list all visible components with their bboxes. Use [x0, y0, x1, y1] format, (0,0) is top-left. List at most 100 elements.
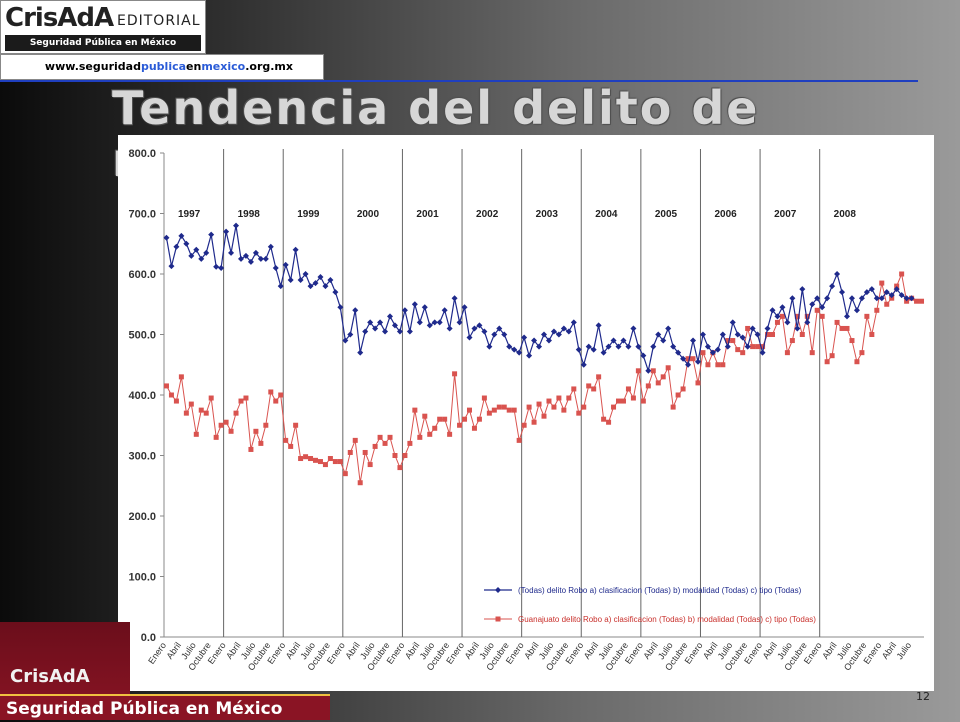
data-point: [908, 295, 915, 302]
data-point: [466, 334, 473, 341]
data-point: [789, 295, 796, 302]
data-point: [590, 346, 597, 353]
data-point: [327, 456, 333, 462]
data-point: [292, 246, 299, 253]
data-point: [481, 328, 488, 335]
data-point: [302, 271, 309, 277]
data-point: [357, 349, 364, 356]
data-point: [839, 289, 846, 296]
y-tick-label: 200.0: [128, 511, 156, 523]
data-point: [725, 338, 731, 344]
data-point: [372, 325, 379, 332]
data-point: [193, 431, 199, 437]
data-point: [203, 410, 209, 416]
data-point: [889, 295, 895, 301]
logo-editorial-text: EDITORIAL: [117, 13, 201, 29]
data-point: [566, 395, 572, 401]
x-tick-label: Abril: [582, 640, 601, 660]
data-point: [556, 395, 562, 401]
data-point: [774, 319, 780, 325]
data-point: [670, 404, 676, 410]
data-point: [873, 295, 880, 302]
series-guanajuato: [163, 271, 925, 486]
data-point: [779, 304, 786, 311]
year-label: 2001: [416, 209, 439, 220]
data-point: [868, 286, 875, 293]
data-point: [581, 404, 587, 410]
data-point: [640, 398, 646, 404]
data-point: [476, 322, 483, 329]
data-point: [288, 443, 294, 449]
y-tick-label: 0.0: [141, 632, 156, 644]
data-point: [173, 398, 179, 404]
legend-label-guanajuato: Guanajuato delito Robo a) clasificacion …: [518, 615, 816, 624]
data-point: [248, 446, 254, 452]
y-tick-label: 400.0: [128, 390, 156, 402]
year-label: 2005: [655, 209, 678, 220]
data-point: [451, 295, 458, 302]
data-point: [471, 425, 477, 431]
data-point: [729, 319, 736, 326]
data-point: [610, 337, 617, 344]
year-label: 2003: [536, 209, 559, 220]
data-point: [233, 222, 240, 229]
data-point: [714, 346, 721, 353]
year-label: 2004: [595, 209, 618, 220]
website-url[interactable]: www.seguridadpublicaenmexico.org.mx: [0, 54, 324, 80]
data-point: [685, 361, 692, 368]
url-part-1: www.seguridad: [44, 60, 141, 73]
data-point: [565, 328, 572, 335]
year-label: 2006: [714, 209, 737, 220]
data-point: [218, 264, 225, 271]
data-point: [262, 255, 269, 262]
data-point: [357, 480, 363, 486]
data-point: [272, 264, 279, 271]
data-point: [367, 462, 373, 468]
data-point: [456, 319, 463, 326]
data-point: [615, 343, 622, 350]
data-point: [377, 319, 384, 326]
data-point: [362, 449, 368, 455]
y-tick-label: 300.0: [128, 451, 156, 463]
x-tick-label: Abril: [820, 640, 839, 660]
data-point: [257, 255, 264, 262]
x-tick-label: Abril: [284, 640, 303, 660]
x-tick-label: Abril: [463, 640, 482, 660]
data-point: [919, 298, 925, 304]
chart-svg: 0.0 100.0 200.0 300.0 400.0 500.0 600.0 700.0 80…: [128, 148, 925, 672]
data-point: [794, 313, 800, 319]
data-point: [859, 350, 865, 356]
data-point: [193, 246, 200, 253]
data-point: [347, 331, 354, 338]
data-point: [690, 337, 697, 344]
data-point: [352, 307, 359, 314]
data-point: [436, 319, 443, 326]
data-point: [332, 289, 339, 296]
data-point: [551, 404, 557, 410]
data-point: [496, 325, 503, 332]
data-point: [377, 434, 383, 440]
data-point: [437, 416, 443, 422]
data-point: [462, 416, 468, 422]
url-part-3: en: [186, 60, 202, 73]
data-point: [312, 280, 319, 287]
data-point: [694, 358, 701, 365]
legend-label-todas: (Todas) delito Robo a) clasificacion (To…: [518, 586, 802, 595]
data-point: [506, 407, 512, 413]
data-point: [317, 459, 323, 465]
data-point: [526, 352, 533, 359]
data-point: [829, 283, 836, 290]
data-point: [228, 249, 235, 256]
year-label: 1998: [238, 209, 261, 220]
data-point: [208, 231, 215, 238]
series-todas: [163, 222, 915, 374]
data-point: [606, 419, 612, 425]
data-point: [903, 295, 910, 302]
data-point: [779, 313, 785, 319]
data-point: [839, 325, 845, 331]
data-point: [237, 255, 244, 262]
data-point: [297, 277, 304, 284]
data-point: [521, 422, 527, 428]
y-tick-label: 100.0: [128, 572, 156, 584]
y-tick-label: 600.0: [128, 269, 156, 281]
